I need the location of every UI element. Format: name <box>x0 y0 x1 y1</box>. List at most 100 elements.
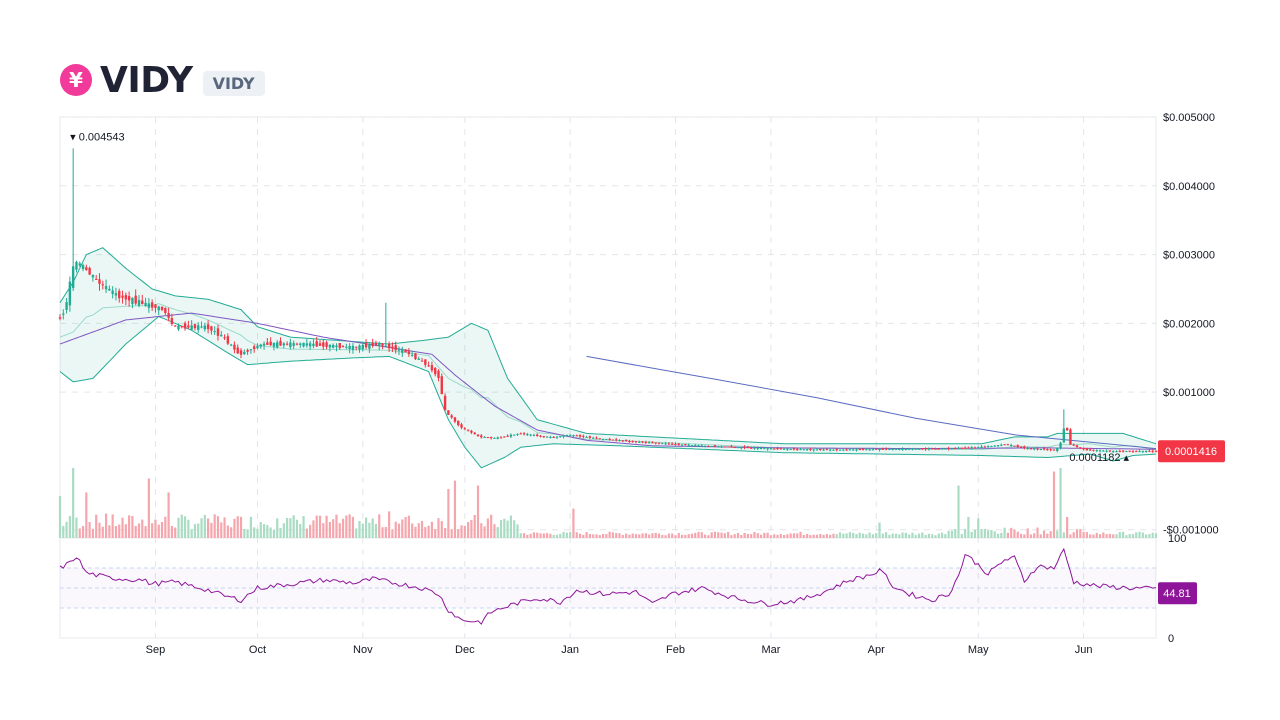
volume-bar <box>279 527 282 538</box>
volume-bar <box>1039 534 1042 538</box>
asset-symbol-badge: VIDY <box>202 70 265 96</box>
volume-bar <box>1026 528 1029 538</box>
candle-body <box>137 300 141 306</box>
candle-body <box>848 449 852 451</box>
rsi-tick-label: 0 <box>1168 633 1174 645</box>
volume-bar <box>934 535 937 538</box>
candle-body <box>1121 450 1125 452</box>
candle-body <box>822 449 825 451</box>
candle-body <box>598 438 601 440</box>
volume-bar <box>65 521 68 538</box>
candle-body <box>591 437 595 439</box>
candle-body <box>878 448 881 450</box>
candle-body <box>536 434 539 437</box>
candle-body <box>167 313 170 318</box>
candle-body <box>1023 446 1026 449</box>
volume-bar <box>562 531 565 538</box>
volume-bar <box>730 535 733 538</box>
volume-bar <box>276 518 279 538</box>
candle-body <box>1125 450 1128 452</box>
candle-body <box>947 447 950 449</box>
volume-bar <box>1098 534 1102 538</box>
candle-body <box>259 344 262 347</box>
volume-bar <box>302 516 305 538</box>
candle-body <box>825 449 829 451</box>
volume-bar <box>193 524 197 538</box>
volume-bar <box>285 517 289 538</box>
candle-body <box>223 337 226 339</box>
candle-body <box>78 263 81 266</box>
volume-bar <box>697 531 700 538</box>
candle-body <box>519 433 522 435</box>
volume-bar <box>1141 532 1144 538</box>
volume-bar <box>253 527 256 538</box>
volume-bar <box>802 534 805 538</box>
candle-body <box>1075 445 1079 447</box>
volume-bar <box>490 514 493 538</box>
candle-body <box>118 290 121 299</box>
volume-bar <box>572 508 575 538</box>
volume-bar <box>401 519 404 538</box>
asset-name: VIDY <box>100 59 193 101</box>
candle-body <box>921 448 924 450</box>
candle-body <box>618 440 621 442</box>
volume-bar <box>496 527 499 538</box>
asset-header: ¥ VIDY VIDY <box>60 59 265 101</box>
candle-body <box>996 445 1000 447</box>
volume-bar <box>559 533 562 538</box>
volume-bar <box>58 496 62 538</box>
candle-body <box>1046 449 1049 451</box>
volume-bar <box>1115 534 1118 538</box>
candle-body <box>282 343 286 346</box>
candle-body <box>749 447 753 449</box>
candle-body <box>506 435 509 437</box>
candle-body <box>252 346 256 350</box>
volume-bar <box>299 524 302 538</box>
volume-bar <box>325 515 328 538</box>
chart-grid <box>59 116 1157 639</box>
candle-body <box>871 449 875 451</box>
volume-bar <box>1085 532 1088 538</box>
volume-bar <box>210 522 213 538</box>
volume-bar <box>328 521 331 538</box>
candle-body <box>68 281 72 306</box>
volume-bar <box>1013 529 1016 538</box>
candle-body <box>1065 427 1069 431</box>
candle-body <box>496 437 499 439</box>
volume-bar <box>875 533 878 538</box>
candle-body <box>440 376 443 395</box>
candle-body <box>927 448 931 450</box>
candle-body <box>124 295 128 300</box>
candle-body <box>588 436 592 438</box>
volume-bar <box>618 533 621 538</box>
candle-body <box>1062 428 1066 443</box>
candle-body <box>707 445 710 447</box>
candle-body <box>1144 450 1148 453</box>
candle-body <box>1138 451 1141 453</box>
volume-bar <box>625 533 628 538</box>
candle-body <box>539 435 542 437</box>
candle-body <box>1056 447 1059 451</box>
candle-body <box>147 303 151 308</box>
candle-body <box>726 446 730 448</box>
candle-body <box>575 435 578 437</box>
volume-bars <box>58 468 1158 538</box>
volume-bar <box>687 534 690 538</box>
candle-body <box>766 448 769 450</box>
volume-bar <box>348 514 351 538</box>
volume-bar <box>503 518 506 538</box>
volume-bar <box>262 524 266 538</box>
candle-body <box>229 344 233 346</box>
candle-body <box>85 267 88 270</box>
volume-bar <box>964 528 967 538</box>
volume-bar <box>674 535 677 538</box>
candle-body <box>647 442 651 444</box>
volume-bar <box>167 492 170 538</box>
candle-body <box>740 447 743 449</box>
candle-body <box>776 448 779 450</box>
candle-body <box>782 448 786 450</box>
candle-body <box>466 429 470 431</box>
volume-bar <box>384 527 387 538</box>
candle-body <box>404 349 407 353</box>
